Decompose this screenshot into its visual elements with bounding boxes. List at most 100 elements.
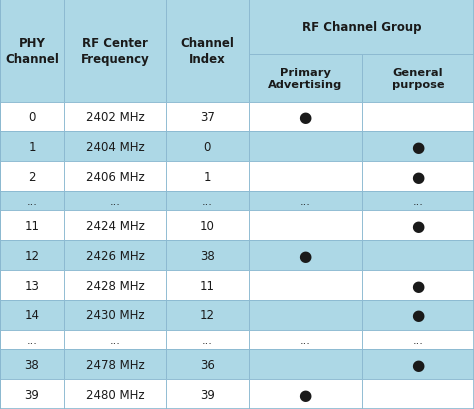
Bar xyxy=(249,241,362,270)
Bar xyxy=(166,330,249,349)
Text: 2406 MHz: 2406 MHz xyxy=(86,170,144,183)
Text: 14: 14 xyxy=(25,309,39,321)
Bar xyxy=(64,330,166,349)
Bar xyxy=(362,162,474,191)
Text: 36: 36 xyxy=(200,358,215,371)
Bar xyxy=(249,162,362,191)
Text: 11: 11 xyxy=(25,219,39,232)
Bar xyxy=(249,211,362,241)
Text: ...: ... xyxy=(300,335,310,345)
Bar xyxy=(362,349,474,379)
Bar xyxy=(166,132,249,162)
Bar xyxy=(249,132,362,162)
Text: 0: 0 xyxy=(28,111,36,124)
Text: 10: 10 xyxy=(200,219,215,232)
Text: Channel
Index: Channel Index xyxy=(181,37,234,65)
Text: 12: 12 xyxy=(200,309,215,321)
Bar xyxy=(166,162,249,191)
Bar xyxy=(166,270,249,300)
Text: ●: ● xyxy=(411,139,424,155)
Text: ●: ● xyxy=(411,278,424,293)
Text: 13: 13 xyxy=(25,279,39,292)
Text: ●: ● xyxy=(299,248,312,263)
Bar xyxy=(249,0,474,55)
Bar xyxy=(166,241,249,270)
Text: 2426 MHz: 2426 MHz xyxy=(85,249,145,262)
Text: 38: 38 xyxy=(200,249,215,262)
Text: ●: ● xyxy=(411,357,424,372)
Bar xyxy=(166,211,249,241)
Bar xyxy=(64,102,166,132)
Text: 0: 0 xyxy=(204,140,211,153)
Bar xyxy=(0,132,64,162)
Bar xyxy=(64,191,166,211)
Text: 2480 MHz: 2480 MHz xyxy=(86,388,144,400)
Text: 11: 11 xyxy=(200,279,215,292)
Text: ...: ... xyxy=(27,196,37,206)
Bar xyxy=(0,241,64,270)
Bar xyxy=(166,0,249,102)
Bar xyxy=(0,349,64,379)
Text: 37: 37 xyxy=(200,111,215,124)
Bar xyxy=(362,102,474,132)
Text: 39: 39 xyxy=(200,388,215,400)
Bar xyxy=(64,379,166,409)
Bar xyxy=(64,241,166,270)
Bar xyxy=(249,349,362,379)
Text: 2424 MHz: 2424 MHz xyxy=(85,219,145,232)
Bar xyxy=(166,379,249,409)
Bar xyxy=(249,102,362,132)
Text: 2402 MHz: 2402 MHz xyxy=(86,111,144,124)
Bar xyxy=(64,270,166,300)
Bar xyxy=(64,349,166,379)
Bar xyxy=(166,300,249,330)
Text: 2404 MHz: 2404 MHz xyxy=(86,140,144,153)
Bar xyxy=(362,55,474,102)
Text: ●: ● xyxy=(411,169,424,184)
Bar xyxy=(249,191,362,211)
Text: 38: 38 xyxy=(25,358,39,371)
Text: 12: 12 xyxy=(25,249,39,262)
Bar xyxy=(166,191,249,211)
Bar xyxy=(249,379,362,409)
Bar xyxy=(64,162,166,191)
Bar xyxy=(64,0,166,102)
Text: ...: ... xyxy=(300,196,310,206)
Text: 2428 MHz: 2428 MHz xyxy=(86,279,144,292)
Text: PHY
Channel: PHY Channel xyxy=(5,37,59,65)
Text: ...: ... xyxy=(412,196,423,206)
Text: ...: ... xyxy=(202,196,213,206)
Bar xyxy=(0,191,64,211)
Text: ●: ● xyxy=(299,387,312,402)
Bar xyxy=(0,102,64,132)
Bar xyxy=(362,270,474,300)
Bar xyxy=(249,300,362,330)
Text: ...: ... xyxy=(202,335,213,345)
Bar xyxy=(64,211,166,241)
Text: ...: ... xyxy=(27,335,37,345)
Text: General
purpose: General purpose xyxy=(392,67,444,90)
Text: ●: ● xyxy=(411,218,424,233)
Text: RF Channel Group: RF Channel Group xyxy=(301,21,421,34)
Bar xyxy=(0,211,64,241)
Text: 39: 39 xyxy=(25,388,39,400)
Bar xyxy=(0,300,64,330)
Bar xyxy=(0,162,64,191)
Bar xyxy=(0,379,64,409)
Text: 2478 MHz: 2478 MHz xyxy=(86,358,144,371)
Bar xyxy=(362,241,474,270)
Bar xyxy=(362,211,474,241)
Bar xyxy=(64,132,166,162)
Bar xyxy=(249,270,362,300)
Bar xyxy=(64,300,166,330)
Bar xyxy=(362,330,474,349)
Bar xyxy=(249,330,362,349)
Bar xyxy=(0,330,64,349)
Bar xyxy=(166,349,249,379)
Text: 1: 1 xyxy=(28,140,36,153)
Text: ...: ... xyxy=(109,335,120,345)
Bar xyxy=(0,270,64,300)
Text: 1: 1 xyxy=(204,170,211,183)
Bar xyxy=(362,132,474,162)
Text: ●: ● xyxy=(411,308,424,323)
